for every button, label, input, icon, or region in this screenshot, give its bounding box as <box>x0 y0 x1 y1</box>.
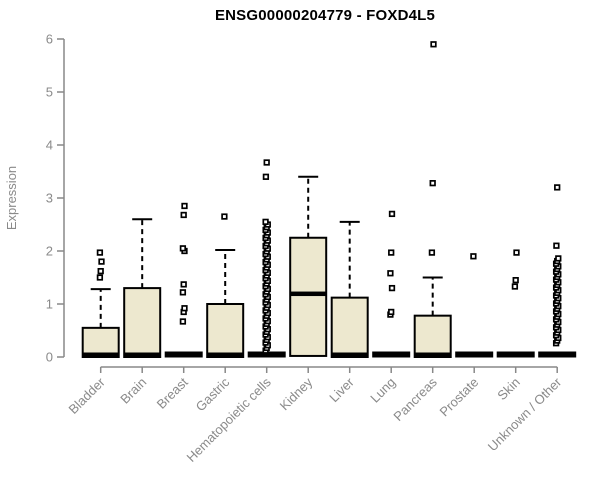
collapsed-box <box>496 351 535 358</box>
outlier-point <box>388 210 396 218</box>
collapsed-box <box>538 351 577 358</box>
outlier-point <box>262 173 270 180</box>
outlier-point <box>179 289 187 296</box>
outlier-point <box>180 281 187 288</box>
box-bladder <box>81 249 120 359</box>
iqr-box <box>289 236 328 357</box>
iqr-box <box>330 296 369 359</box>
outlier-point <box>388 284 396 292</box>
iqr-box <box>413 314 452 359</box>
outlier-point <box>262 218 269 226</box>
outlier-point <box>98 258 105 265</box>
y-tick-label: 5 <box>46 85 53 100</box>
outlier-point <box>388 308 395 316</box>
outlier-point <box>511 283 519 290</box>
y-tick-label: 2 <box>46 244 53 259</box>
y-tick-label: 4 <box>46 138 53 153</box>
collapsed-box <box>372 351 411 358</box>
x-tick-label: Skin <box>494 375 522 403</box>
outlier-point <box>97 267 104 275</box>
y-tick-label: 0 <box>46 350 53 365</box>
x-tick-label: Bladder <box>66 374 109 417</box>
median-line <box>414 352 451 357</box>
chart-title: ENSG00000204779 - FOXD4L5 <box>214 7 436 24</box>
outlier-point <box>512 277 519 284</box>
outlier-point <box>430 41 437 48</box>
median-line <box>82 352 119 357</box>
iqr-box <box>81 326 120 359</box>
box-pancreas <box>413 41 452 359</box>
outlier-point <box>179 245 187 252</box>
median-line <box>290 291 327 297</box>
x-tick-label: Pancreas <box>390 374 440 424</box>
box-gastric <box>206 213 245 358</box>
outlier-point <box>388 249 395 256</box>
outlier-point <box>470 253 477 260</box>
outlier-point <box>96 274 104 281</box>
box-kidney <box>289 175 328 357</box>
outlier-point <box>96 249 104 256</box>
box-prostate <box>455 253 494 358</box>
iqr-box <box>123 287 162 359</box>
collapsed-box <box>164 351 203 358</box>
box-liver <box>330 220 369 359</box>
outlier-point <box>179 318 187 325</box>
x-tick-label: Brain <box>117 375 149 407</box>
y-axis: 0 1 2 3 4 5 6 <box>46 32 65 365</box>
outlier-point <box>181 305 188 312</box>
outlier-point <box>513 249 520 256</box>
outlier-point <box>554 184 561 191</box>
box-brain <box>123 218 162 359</box>
x-tick-label: Unknown / Other <box>485 374 565 454</box>
outlier-point <box>181 202 188 210</box>
outlier-point <box>387 270 394 277</box>
iqr-box <box>206 303 245 358</box>
box-breast <box>164 202 203 358</box>
outlier-point <box>553 242 560 249</box>
x-tick-label: Lung <box>367 375 398 406</box>
x-tick-label: Breast <box>154 374 191 411</box>
box-hematopoietic-cells <box>247 159 286 358</box>
y-tick-label: 6 <box>46 32 53 47</box>
x-tick-label: Gastric <box>193 374 233 414</box>
outlier-point <box>263 159 270 166</box>
median-line <box>207 352 244 357</box>
outlier-point <box>180 211 187 219</box>
x-tick-label: Liver <box>326 374 357 405</box>
outlier-point <box>428 249 436 256</box>
collapsed-box <box>455 351 494 358</box>
box-unknown-other <box>538 184 577 358</box>
outlier-point <box>555 255 562 262</box>
outlier-point <box>221 213 228 220</box>
median-line <box>331 352 368 357</box>
y-tick-label: 1 <box>46 297 53 312</box>
outlier-point <box>429 180 436 187</box>
median-line <box>124 352 161 357</box>
box-skin <box>496 249 535 358</box>
y-tick-label: 3 <box>46 191 53 206</box>
collapsed-box <box>247 351 286 358</box>
x-tick-label: Kidney <box>277 374 316 413</box>
x-tick-label: Prostate <box>436 375 481 420</box>
box-lung <box>372 210 411 358</box>
